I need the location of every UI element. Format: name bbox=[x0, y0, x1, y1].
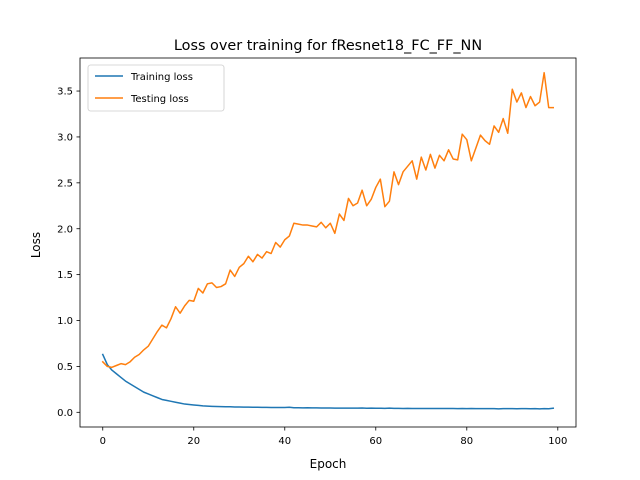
y-tick-label: 0.0 bbox=[57, 408, 73, 419]
y-tick-label: 3.0 bbox=[57, 133, 73, 144]
y-tick-label: 2.0 bbox=[57, 224, 73, 235]
x-tick-label: 0 bbox=[100, 436, 106, 447]
y-tick-label: 1.5 bbox=[57, 270, 73, 281]
x-tick-label: 60 bbox=[369, 436, 382, 447]
legend-label: Testing loss bbox=[130, 94, 189, 105]
legend: Training loss Testing loss bbox=[87, 64, 225, 112]
y-tick-label: 3.5 bbox=[57, 87, 73, 98]
x-tick-label: 80 bbox=[460, 436, 473, 447]
series-line-testing-loss bbox=[101, 71, 554, 369]
x-axis-label: Epoch bbox=[310, 457, 347, 471]
plot-frame bbox=[79, 57, 577, 428]
legend-label: Training loss bbox=[130, 72, 193, 83]
axes: 0 20 40 60 80 100 0.0 0.5 1.0 1.5 2.0 2.5 3.0 3.5 bbox=[57, 57, 577, 447]
y-tick-label: 0.5 bbox=[57, 362, 73, 373]
series-line-training-loss bbox=[101, 353, 555, 410]
x-tick-label: 100 bbox=[548, 436, 567, 447]
plot-area bbox=[101, 71, 555, 410]
y-tick-label: 1.0 bbox=[57, 316, 73, 327]
chart-title: Loss over training for fResnet18_FC_FF_N… bbox=[174, 38, 482, 54]
x-tick-label: 40 bbox=[278, 436, 291, 447]
y-axis-label: Loss bbox=[29, 232, 43, 258]
y-tick-label: 2.5 bbox=[57, 178, 73, 189]
x-tick-label: 20 bbox=[187, 436, 200, 447]
